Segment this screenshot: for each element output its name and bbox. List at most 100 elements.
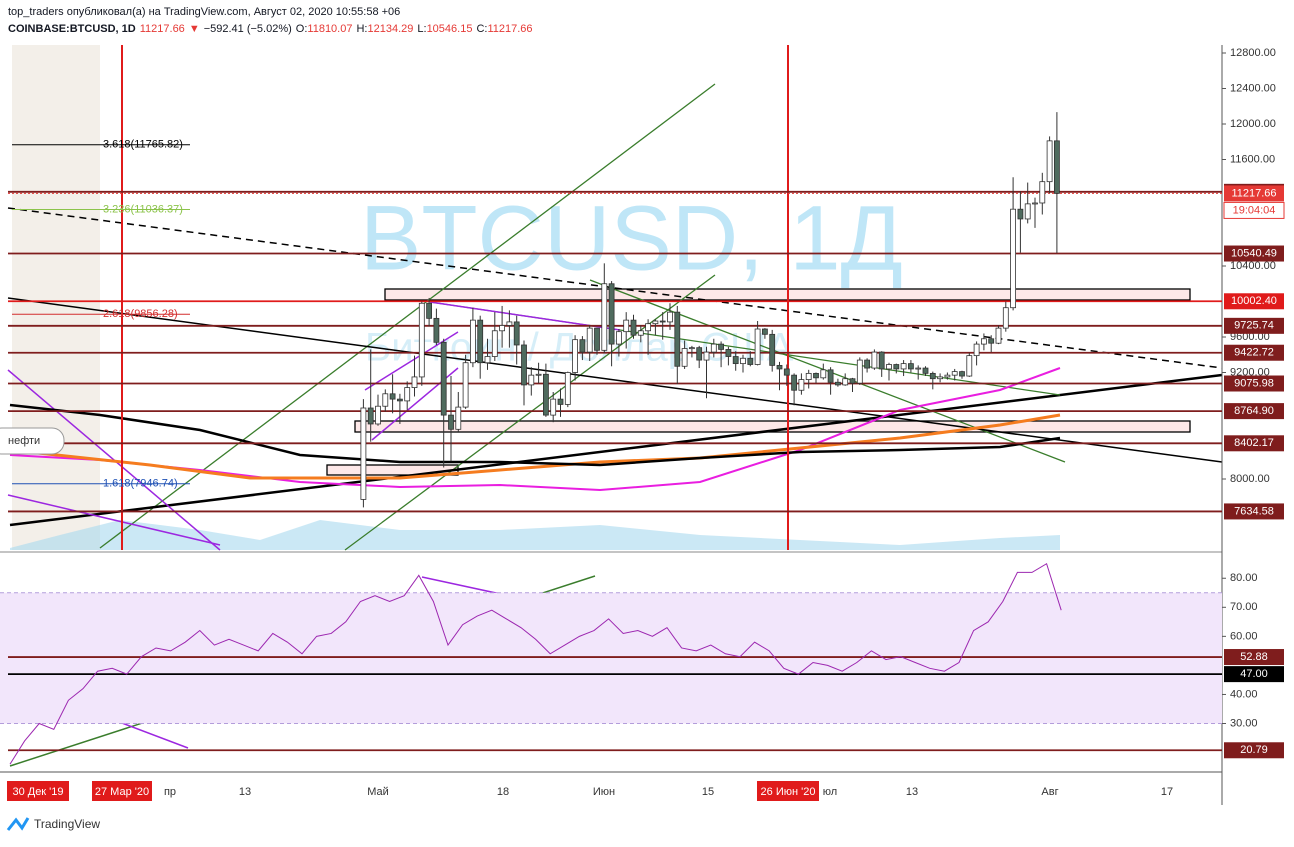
candle-body (506, 321, 513, 326)
x-tick-label: 13 (239, 786, 251, 798)
candle-body (915, 367, 922, 370)
candle-body (827, 369, 834, 383)
x-tick-label: юл (823, 786, 837, 798)
candle-body (521, 344, 527, 386)
trendline (589, 279, 1066, 463)
candle-body (820, 369, 827, 379)
header-segment: H: (356, 23, 367, 35)
candle-body (740, 357, 746, 365)
candle-body (988, 338, 995, 344)
candle-body (900, 363, 907, 370)
zone (354, 420, 1191, 433)
rsi-band (0, 592, 1222, 724)
candle-body (703, 351, 710, 361)
fib-label: 3.236(11036.37) (103, 203, 183, 215)
candle-body (835, 381, 841, 386)
date-range-shade (12, 45, 100, 550)
level-label: 10002.40 (1231, 295, 1277, 307)
level-label: 20.79 (1240, 744, 1268, 756)
x-tick-label: 26 Июн '20 (761, 786, 816, 798)
candle-body (922, 367, 929, 374)
candle-body (959, 371, 965, 377)
candle-body (375, 405, 381, 425)
level-label-box (1224, 742, 1284, 759)
candle-body (404, 387, 411, 402)
level-label: 9422.72 (1234, 347, 1274, 359)
candle-body (908, 363, 914, 370)
watermark-sub: Биткоин / Доллар США (365, 326, 794, 370)
candle-body (856, 359, 863, 384)
level-label-box (1224, 666, 1284, 683)
ma-line (9, 403, 1061, 467)
countdown-box (1223, 201, 1285, 219)
candle-body (543, 373, 549, 416)
time-label-box (92, 781, 152, 801)
y-tick-label: 10400.00 (1230, 260, 1276, 272)
candle-body (418, 302, 425, 378)
candle-body (725, 349, 732, 357)
level-label-box (1224, 403, 1284, 420)
candle-body (783, 368, 790, 376)
candle-body (689, 347, 695, 350)
candle-body (513, 321, 520, 346)
candle-body (944, 374, 951, 378)
x-tick-label: Авг (1041, 786, 1058, 798)
candle-body (579, 339, 586, 353)
y-tick-label: 9200.00 (1230, 366, 1270, 378)
y-tick-label: 12000.00 (1230, 118, 1276, 130)
candle-body (886, 364, 892, 370)
logo: TradingView (6, 817, 100, 831)
header-segment: L: (417, 23, 426, 35)
fib-label: 3.618(11765.82) (103, 139, 183, 151)
candle-body (1054, 140, 1060, 194)
trendline (7, 494, 221, 546)
level-label-box (1224, 435, 1284, 452)
trendline (7, 207, 1223, 369)
candle-body (791, 374, 797, 391)
header-segment: ▼ (189, 23, 200, 35)
logo-text: TradingView (34, 817, 100, 831)
candle-body (601, 283, 608, 351)
candle-body (499, 325, 506, 332)
x-tick-label: Июн (593, 786, 615, 798)
candle-body (732, 356, 739, 365)
level-label: 8764.90 (1234, 405, 1274, 417)
x-tick-label: 13 (906, 786, 918, 798)
candle-body (484, 356, 491, 364)
candle-body (937, 376, 943, 380)
y-tick-label: 8000.00 (1230, 473, 1270, 485)
candle-body (659, 320, 666, 323)
level-label-box (1224, 344, 1284, 361)
candle-body (1032, 202, 1038, 205)
candle-body (1024, 203, 1031, 220)
candle-body (1046, 140, 1053, 183)
candle-body (535, 373, 542, 376)
level-label: 9725.74 (1234, 320, 1274, 332)
candle-body (564, 372, 571, 405)
volume-area (10, 520, 1060, 550)
y-tick-label: 12400.00 (1230, 82, 1276, 94)
candle-body (747, 357, 754, 365)
x-tick-label: пр (164, 786, 176, 798)
candle-body (491, 330, 498, 357)
level-label-box (1224, 503, 1284, 520)
header-segment: 11810.07 (307, 23, 352, 35)
header-segment: 12134.29 (367, 23, 413, 35)
candle-body (367, 407, 374, 425)
candle-body (842, 378, 849, 386)
header-segment: 11217.66 (140, 23, 185, 35)
drawings (7, 45, 1223, 551)
candle-body (433, 317, 440, 343)
level-label: 9075.98 (1234, 377, 1274, 389)
rsi-line (9, 562, 1062, 765)
note-box (0, 427, 65, 455)
fib-label: 1.618(7946.74) (103, 478, 178, 490)
candle-body (382, 393, 389, 407)
y-tick-label: 80.00 (1230, 572, 1258, 584)
x-tick-label: Май (367, 786, 389, 798)
header-line2: COINBASE:BTCUSD, 1D 11217.66 ▼ −592.41 (−5.… (8, 23, 533, 35)
candle-body (1039, 181, 1046, 204)
level-label-box (1224, 649, 1284, 666)
header-segment: 11217.66 (487, 23, 532, 35)
candle-body (776, 364, 783, 370)
